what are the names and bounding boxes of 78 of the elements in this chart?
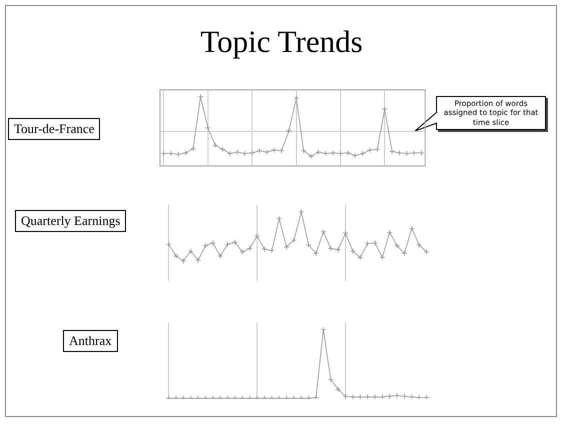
point	[182, 150, 189, 156]
point	[232, 239, 238, 246]
point	[374, 146, 380, 152]
point	[278, 148, 284, 154]
point	[416, 242, 422, 248]
point	[190, 146, 196, 152]
point	[350, 248, 356, 254]
point	[234, 149, 240, 156]
point	[195, 257, 202, 264]
point	[246, 246, 253, 252]
point	[286, 128, 292, 134]
point	[212, 142, 218, 148]
point	[328, 246, 334, 252]
point	[291, 237, 297, 244]
point	[168, 150, 174, 156]
point	[367, 147, 373, 153]
point	[360, 150, 366, 156]
point	[239, 249, 246, 255]
point	[352, 152, 358, 159]
point	[350, 394, 356, 399]
point	[204, 125, 211, 131]
point	[220, 146, 226, 152]
point	[320, 228, 326, 235]
point	[328, 376, 334, 383]
point	[176, 151, 182, 158]
text: Tour-de-France	[8, 118, 100, 140]
point	[396, 150, 402, 156]
point	[298, 208, 304, 215]
point	[335, 246, 342, 253]
point	[386, 230, 393, 236]
point	[372, 240, 378, 246]
point	[342, 393, 348, 399]
point	[180, 258, 186, 264]
point	[188, 248, 194, 254]
chart-subtitle: Anthrax	[63, 330, 118, 352]
point	[402, 250, 408, 256]
point	[408, 394, 415, 399]
point	[308, 153, 314, 160]
point	[300, 148, 307, 154]
point	[210, 240, 216, 246]
point	[379, 394, 386, 399]
point	[386, 393, 393, 399]
point	[404, 150, 410, 156]
point	[335, 386, 342, 392]
point	[306, 242, 312, 248]
point	[242, 150, 248, 156]
point	[344, 150, 351, 156]
point	[313, 250, 319, 256]
point	[402, 393, 408, 399]
point	[357, 394, 364, 399]
point	[364, 240, 370, 246]
point	[408, 225, 415, 232]
point	[254, 233, 260, 239]
point	[249, 150, 255, 156]
point	[227, 150, 233, 156]
point	[256, 148, 262, 154]
point	[271, 147, 278, 153]
point	[224, 241, 231, 248]
point	[284, 244, 290, 250]
point	[202, 242, 208, 249]
point	[411, 150, 418, 156]
chart-title: Topic Trends	[199, 24, 364, 60]
point	[217, 253, 224, 259]
point	[262, 246, 268, 252]
point	[330, 150, 336, 156]
point	[394, 242, 400, 249]
point	[379, 254, 386, 260]
chart-subtitle: Quarterly Earnings	[15, 210, 126, 232]
point	[338, 150, 344, 156]
point	[276, 216, 282, 222]
point	[342, 230, 348, 236]
point	[198, 94, 204, 100]
point	[322, 150, 329, 156]
point	[268, 248, 275, 254]
point	[264, 149, 270, 156]
point	[357, 254, 364, 260]
point	[315, 149, 322, 156]
point	[173, 253, 179, 259]
